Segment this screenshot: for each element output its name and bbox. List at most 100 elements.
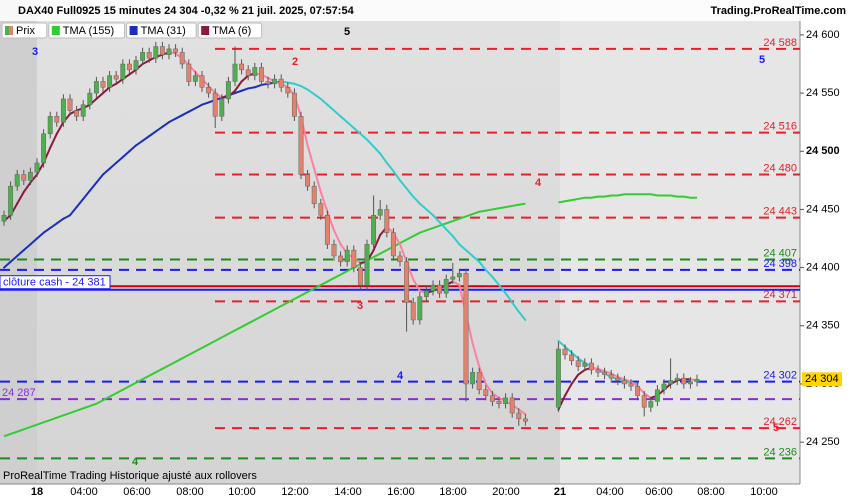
ma-segment — [9, 254, 19, 263]
ma-segment — [643, 392, 652, 399]
ma-segment — [372, 145, 382, 155]
candle-body — [648, 401, 654, 408]
candle-body — [93, 81, 99, 94]
candle-body — [483, 389, 489, 396]
candle-body — [463, 273, 469, 385]
y-tick-label: 24 550 — [806, 87, 840, 99]
legend-item — [126, 22, 197, 39]
candle-body — [687, 381, 693, 385]
ma-segment — [405, 187, 415, 198]
ma-segment — [570, 351, 580, 360]
candle-body — [272, 78, 278, 85]
ma-segment — [16, 190, 25, 205]
ma-segment — [240, 74, 250, 83]
ma-segment — [313, 167, 322, 193]
candle-body — [265, 81, 271, 85]
ma-segment — [148, 130, 157, 138]
ma-segment — [392, 170, 401, 182]
ma-segment — [438, 221, 448, 231]
last-price-box — [802, 372, 842, 387]
candle-body — [509, 397, 515, 414]
ma-segment — [319, 97, 329, 106]
session-shade — [0, 0, 37, 484]
candle-body — [575, 360, 581, 367]
header-background — [0, 0, 850, 21]
ma-segment — [187, 107, 197, 113]
ma-segment — [168, 117, 177, 124]
candle-body — [67, 98, 73, 111]
ma-segment — [517, 310, 527, 321]
candle-body — [179, 52, 185, 65]
ma-line — [3, 193, 697, 438]
level-label: 24 371 — [763, 289, 797, 301]
legend-label: TMA (31) — [141, 25, 186, 37]
candle-body — [562, 348, 568, 356]
y-tick-label: 24 400 — [806, 262, 840, 274]
ma-segment — [425, 208, 434, 217]
candle-body — [608, 374, 614, 379]
ma-segment — [478, 365, 487, 385]
annotation: 3 — [357, 300, 363, 312]
candle-body — [54, 116, 60, 123]
candle-body — [285, 87, 291, 94]
ma-segment — [201, 101, 210, 106]
x-tick-label: 20:00 — [492, 486, 520, 498]
level-label: 24 407 — [763, 247, 797, 259]
x-tick-label: 16:00 — [387, 486, 415, 498]
ma-segment — [234, 80, 243, 92]
close-label: clôture cash - 24 381 — [3, 277, 106, 289]
ma-segment — [36, 161, 45, 176]
x-axis-background — [0, 484, 800, 500]
candle-body — [417, 296, 423, 321]
ma-segment — [326, 210, 335, 232]
x-tick-label: 10:00 — [228, 486, 256, 498]
ma-segment — [181, 110, 190, 117]
candle-body — [443, 278, 449, 294]
ma-segment — [399, 179, 408, 190]
candle-body — [212, 92, 218, 117]
chart-title: DAX40 Full0925 15 minutes 24 304 -0,32 %… — [18, 5, 355, 17]
ma-segment — [128, 68, 137, 76]
ma-segment — [630, 380, 639, 388]
candle-body — [232, 63, 238, 82]
candle-body — [166, 48, 172, 55]
ma-segment — [102, 167, 111, 176]
level-label: 24 480 — [763, 162, 797, 174]
y-tick-label: 24 600 — [806, 29, 840, 41]
ma-segment — [55, 217, 65, 225]
candle-body — [153, 46, 159, 59]
session-shade — [560, 0, 800, 484]
ma-segment — [154, 125, 164, 133]
candle-body — [1, 214, 7, 222]
ma-segment — [108, 161, 118, 170]
ma-segment — [379, 152, 388, 164]
ma-segment — [491, 392, 500, 399]
y-tick-label: 24 450 — [806, 203, 840, 215]
candle-body — [113, 75, 119, 80]
candle-body — [674, 377, 680, 381]
ma-segment — [418, 202, 428, 211]
candle-body — [654, 389, 660, 402]
ma-segment — [451, 235, 461, 246]
ma-segment — [577, 368, 586, 376]
ma-segment — [359, 132, 368, 141]
candle-body — [133, 60, 139, 71]
candle-body — [423, 290, 429, 297]
ma-segment — [484, 268, 494, 278]
ma-segment — [95, 92, 104, 100]
ma-segment — [36, 231, 45, 240]
candle-body — [668, 380, 674, 385]
candle-body — [318, 203, 324, 216]
x-tick-label: 12:00 — [281, 486, 309, 498]
candle-body — [569, 354, 575, 361]
ma-segment — [49, 132, 58, 149]
candle-body — [595, 369, 601, 373]
candle-body — [331, 244, 337, 257]
x-tick-label: 10:00 — [750, 486, 778, 498]
ma-segment — [62, 214, 71, 220]
candle-body — [27, 171, 33, 181]
candle-body — [456, 273, 462, 278]
candle-body — [588, 362, 594, 371]
candle-body — [516, 412, 522, 420]
ma-segment — [366, 138, 375, 148]
